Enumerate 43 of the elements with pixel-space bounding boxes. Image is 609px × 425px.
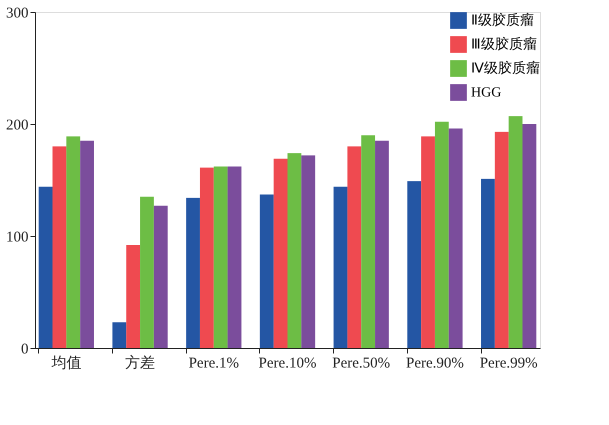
bar	[301, 155, 316, 348]
legend-label: Ⅱ级胶质瘤	[471, 12, 534, 28]
bar	[288, 153, 302, 348]
bar	[260, 194, 274, 348]
bar	[434, 122, 449, 348]
x-tick-label: Pere.50%	[332, 356, 390, 372]
bar	[448, 128, 463, 348]
bar	[126, 244, 140, 348]
y-tick-label: 200	[6, 118, 28, 134]
x-tick-label: 均值	[50, 354, 82, 372]
bar	[494, 132, 509, 348]
bar	[361, 135, 376, 348]
bar	[140, 196, 154, 348]
bar	[375, 140, 389, 348]
bar	[214, 166, 228, 348]
x-tick-label: Pere.99%	[480, 356, 538, 372]
bar	[52, 146, 66, 348]
bar	[186, 198, 200, 348]
legend-label: Ⅳ级胶质瘤	[471, 60, 540, 76]
bar	[200, 168, 214, 348]
bar	[38, 186, 53, 348]
bar	[80, 140, 94, 348]
bar	[522, 124, 536, 348]
bar	[481, 178, 495, 348]
bar	[228, 166, 242, 348]
x-tick-label: 方差	[125, 354, 156, 372]
y-tick-label: 0	[21, 342, 28, 358]
x-tick-label: Pere.90%	[406, 356, 464, 372]
legend-label: Ⅲ级胶质瘤	[471, 36, 537, 52]
bar	[347, 146, 362, 348]
x-tick-label: Pere.1%	[188, 356, 239, 372]
bar	[508, 116, 522, 348]
bar	[112, 322, 126, 348]
bar	[334, 186, 348, 348]
bar	[421, 136, 435, 348]
bar	[66, 136, 80, 348]
y-tick-label: 300	[6, 6, 28, 22]
legend-label: HGG	[471, 86, 502, 100]
y-tick-label: 100	[6, 230, 28, 246]
bar	[407, 181, 422, 348]
x-tick-label: Pere.10%	[258, 356, 316, 372]
bar	[154, 206, 168, 348]
bar	[274, 158, 288, 348]
